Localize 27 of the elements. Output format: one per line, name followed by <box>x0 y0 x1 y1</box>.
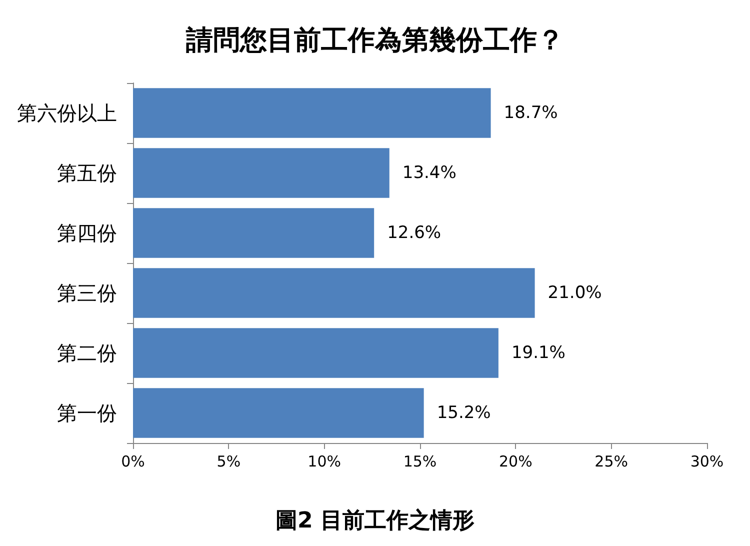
bar <box>133 268 535 318</box>
bar <box>133 208 374 258</box>
data-label: 21.0% <box>548 283 602 303</box>
x-tick-label: 30% <box>690 452 724 470</box>
y-tick-label: 第一份 <box>57 401 117 425</box>
data-label: 19.1% <box>511 343 566 363</box>
x-tick-label: 15% <box>403 452 437 470</box>
y-tick-label: 第五份 <box>57 161 117 185</box>
x-tick-label: 25% <box>594 452 628 470</box>
y-tick-label: 第二份 <box>57 341 117 365</box>
bar <box>133 388 424 438</box>
data-label: 18.7% <box>504 103 558 123</box>
x-tick-label: 5% <box>216 452 241 470</box>
bar <box>133 328 498 378</box>
data-label: 12.6% <box>387 223 442 243</box>
x-tick-label: 10% <box>308 452 342 470</box>
y-tick-label: 第三份 <box>57 281 117 305</box>
data-label: 13.4% <box>402 163 456 183</box>
y-tick-label: 第六份以上 <box>17 101 117 125</box>
x-tick-label: 0% <box>121 452 145 470</box>
data-label: 15.2% <box>436 403 491 423</box>
caption: 圖2 目前工作之情形 <box>276 508 474 534</box>
chart-title: 請問您目前工作為第幾份工作？ <box>185 25 564 56</box>
x-tick-label: 20% <box>498 452 532 470</box>
y-tick-label: 第四份 <box>57 221 117 245</box>
bar <box>133 148 390 198</box>
bar <box>133 88 491 138</box>
